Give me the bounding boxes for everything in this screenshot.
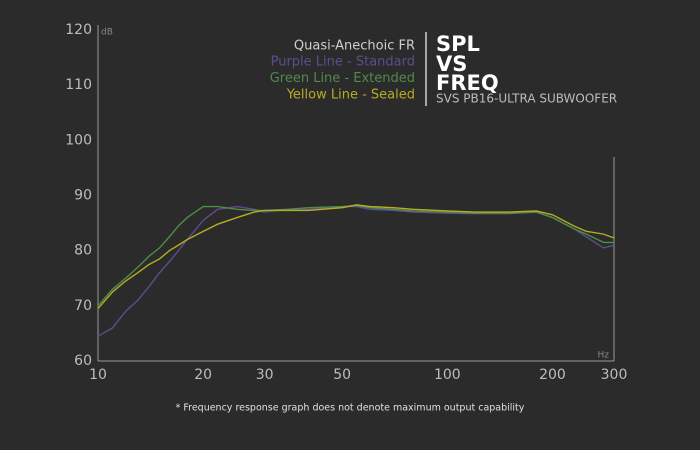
subtitle: SVS PB16-ULTRA SUBWOOFER [436,92,617,106]
x-tick-label: 200 [539,367,566,383]
y-unit: dB [101,28,113,38]
y-tick-label: 80 [74,243,92,259]
footnote: * Frequency response graph does not deno… [176,403,525,414]
y-tick-label: 90 [74,188,92,204]
legend-entry: Purple Line - Standard [271,55,415,70]
series-line [97,205,615,337]
legend-entry: Yellow Line - Sealed [286,88,415,103]
series-line [97,204,614,307]
x-tick-label: 10 [89,367,107,383]
x-unit: Hz [598,351,610,361]
title-line: VS [436,52,467,76]
title-line: SPL [436,32,480,56]
x-tick-label: 100 [434,367,461,383]
x-tick-label: 20 [194,367,212,383]
y-tick-label: 100 [65,132,92,148]
x-tick-label: 30 [256,367,274,383]
title-line: FREQ [436,71,499,95]
y-tick-label: 70 [74,298,92,314]
y-tick-label: 110 [65,77,92,93]
legend-entry: Green Line - Extended [270,71,415,86]
y-tick-label: 60 [74,353,92,369]
series-line [97,204,615,310]
legend-title: Quasi-Anechoic FR [294,39,415,54]
y-tick-label: 120 [65,22,92,38]
x-tick-label: 50 [333,367,351,383]
x-tick-label: 300 [601,367,628,383]
